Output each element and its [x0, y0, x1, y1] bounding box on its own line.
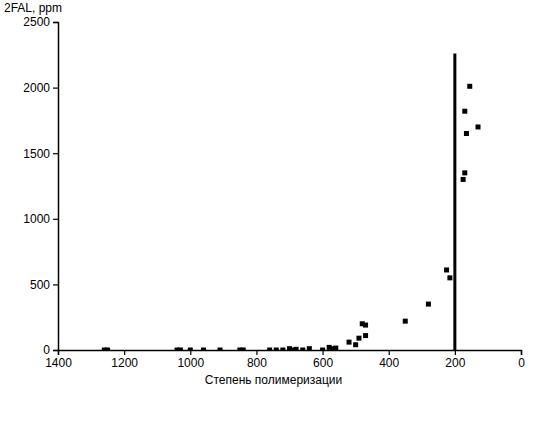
- y-tick: 500: [30, 278, 58, 292]
- y-tick-mark: [53, 87, 58, 88]
- point: [201, 348, 206, 351]
- point: [294, 347, 299, 350]
- x-axis-title: Степень полимеризации: [205, 373, 342, 387]
- point: [464, 131, 469, 136]
- point: [461, 177, 466, 182]
- x-tick: 600: [313, 350, 333, 370]
- y-tick-label: 2000: [23, 81, 50, 95]
- point: [462, 109, 467, 114]
- point: [320, 348, 325, 351]
- y-tick-mark: [53, 22, 58, 23]
- point: [280, 348, 285, 351]
- point: [356, 336, 361, 341]
- y-tick: 1500: [23, 147, 58, 161]
- y-tick-label: 500: [30, 278, 50, 292]
- x-tick-label: 800: [247, 356, 267, 370]
- point: [467, 84, 472, 89]
- x-tick: 1000: [177, 350, 204, 370]
- x-tick-label: 1200: [111, 356, 138, 370]
- y-tick-label: 0: [43, 343, 50, 357]
- point: [267, 348, 272, 351]
- data-marks: [102, 53, 481, 350]
- point: [347, 340, 352, 345]
- point: [462, 170, 467, 175]
- point: [188, 348, 193, 351]
- point: [300, 348, 305, 351]
- point: [241, 348, 246, 351]
- y-axis: 0 500 1000 1500 2000 2500: [23, 15, 58, 357]
- x-tick: 800: [247, 350, 267, 370]
- point: [353, 342, 358, 347]
- y-tick: 2000: [23, 81, 58, 95]
- point: [403, 319, 408, 324]
- y-tick-mark: [53, 153, 58, 154]
- y-tick: 0: [43, 343, 58, 357]
- x-tick-label: 200: [445, 356, 465, 370]
- x-tick-mark: [322, 350, 323, 355]
- plot: 1400120010008006004002000050010001500200…: [23, 15, 525, 369]
- x-tick-mark: [256, 350, 257, 355]
- point: [218, 348, 223, 351]
- y-axis-line: [53, 23, 59, 351]
- point: [476, 124, 481, 129]
- y-tick: 1000: [23, 212, 58, 226]
- x-tick-label: 400: [379, 356, 399, 370]
- y-tick-label: 2500: [23, 15, 50, 29]
- x-tick-mark: [521, 350, 522, 355]
- y-tick-mark: [53, 350, 58, 351]
- y-tick: 2500: [23, 15, 58, 29]
- point: [105, 348, 110, 351]
- point: [178, 348, 183, 351]
- point: [447, 275, 452, 280]
- point: [307, 346, 312, 350]
- x-tick-mark: [455, 350, 456, 355]
- y-tick-label: 1000: [23, 212, 50, 226]
- chart: 1400120010008006004002000050010001500200…: [0, 0, 543, 434]
- x-tick: 0: [518, 350, 525, 370]
- y-tick-mark: [53, 219, 58, 220]
- x-tick-label: 1400: [45, 356, 72, 370]
- point: [274, 348, 279, 351]
- x-tick-mark: [124, 350, 125, 355]
- y-tick-label: 1500: [23, 147, 50, 161]
- x-axis-line: [59, 351, 522, 356]
- x-tick-label: 0: [518, 356, 525, 370]
- y-axis-title: 2FAL, ppm: [4, 1, 62, 15]
- x-axis: 1400 1200 1000 800 600 400 200 0: [45, 350, 525, 370]
- x-tick: 1200: [111, 350, 138, 370]
- x-tick-mark: [389, 350, 390, 355]
- x-tick: 200: [445, 350, 465, 370]
- x-tick-label: 600: [313, 356, 333, 370]
- point: [363, 323, 368, 328]
- point: [444, 267, 449, 272]
- x-tick-label: 1000: [177, 356, 204, 370]
- x-tick: 400: [379, 350, 399, 370]
- point: [333, 346, 338, 350]
- reference-line: [453, 53, 456, 350]
- point: [426, 302, 431, 307]
- x-tick-mark: [190, 350, 191, 355]
- y-tick-mark: [53, 284, 58, 285]
- point: [363, 333, 368, 338]
